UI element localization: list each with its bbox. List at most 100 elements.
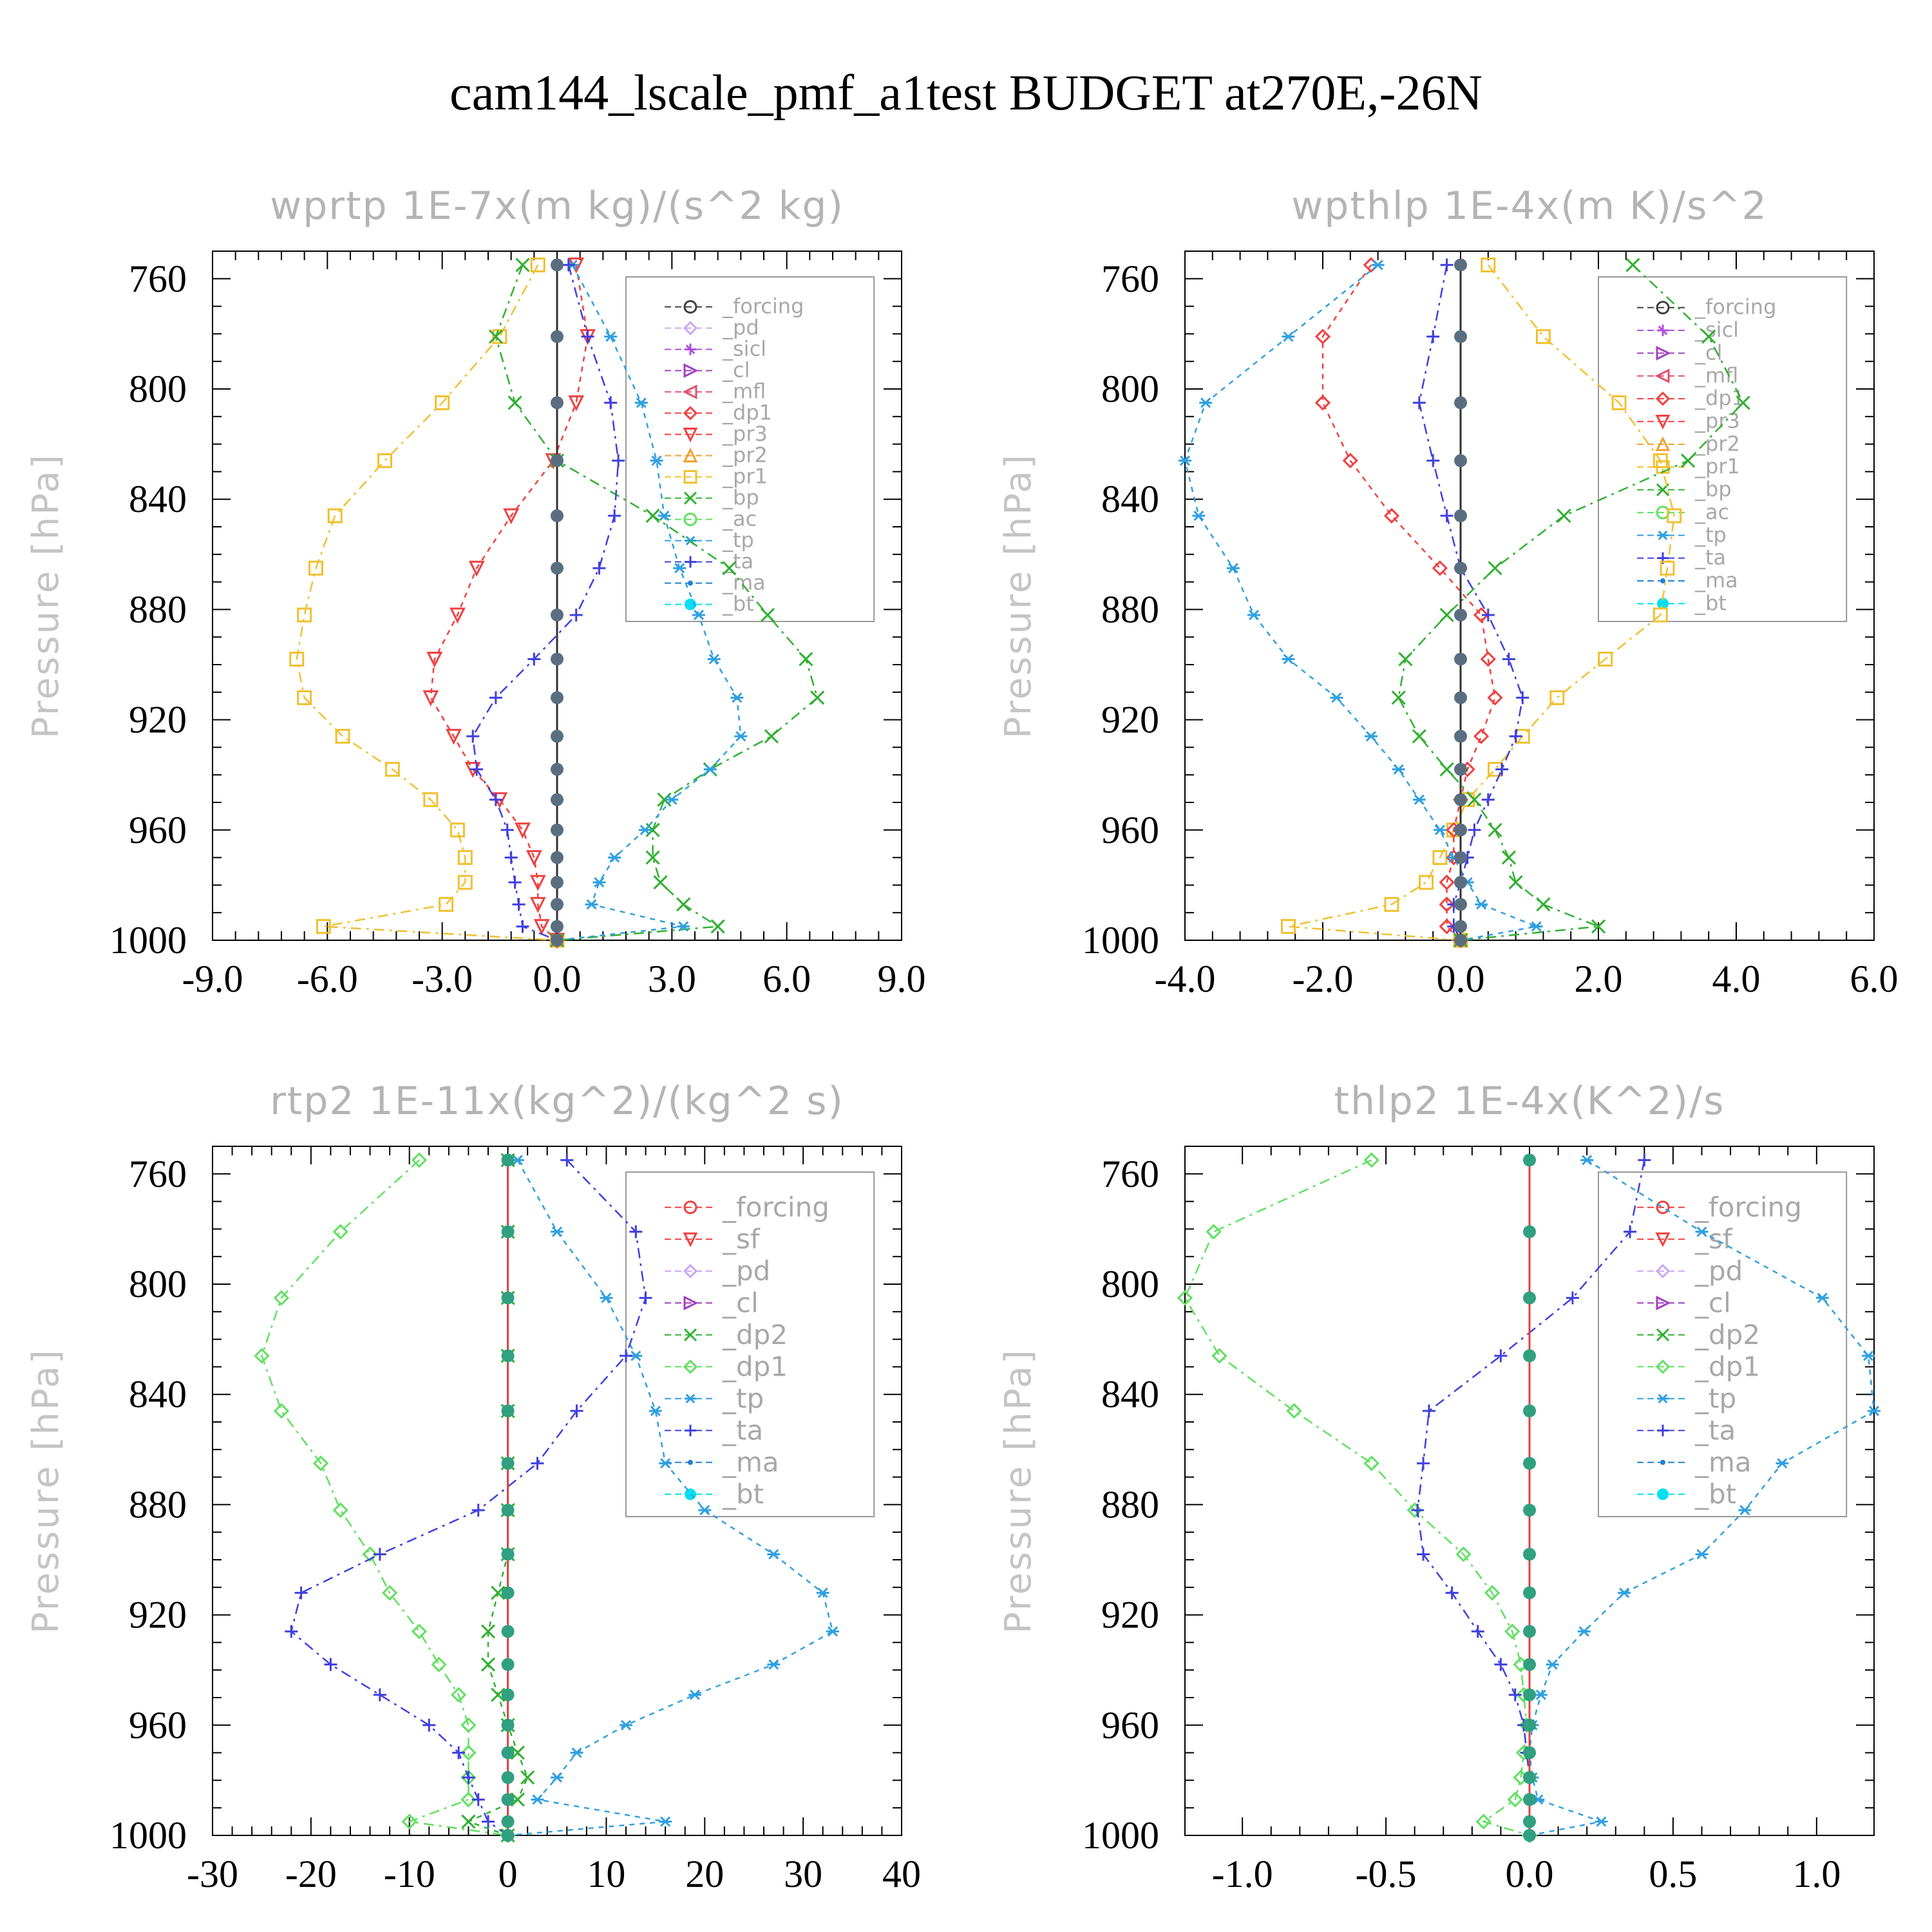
data-point xyxy=(1211,1348,1227,1364)
data-point xyxy=(1199,397,1213,408)
legend-marker xyxy=(1660,1459,1665,1465)
plot-frame xyxy=(1184,251,1875,941)
series-line-ta xyxy=(471,265,620,942)
data-point xyxy=(569,608,583,621)
data-point xyxy=(1591,919,1606,934)
data-point xyxy=(1507,1792,1523,1808)
y-tick-label: 760 xyxy=(129,1153,187,1195)
legend-marker xyxy=(1656,301,1670,315)
data-point xyxy=(1667,508,1682,524)
data-point xyxy=(273,1290,290,1306)
data-point xyxy=(1455,1546,1472,1562)
y-tick-label: 960 xyxy=(1101,1704,1159,1747)
y-tick-label: 840 xyxy=(1101,1373,1159,1416)
legend-entry: _forcing xyxy=(1694,1191,1802,1223)
data-point xyxy=(297,690,312,705)
data-point xyxy=(332,1502,348,1519)
data-point xyxy=(1364,731,1378,742)
y-tick-label: 800 xyxy=(129,1263,187,1305)
data-point xyxy=(501,1404,515,1417)
data-point xyxy=(1286,1403,1302,1419)
data-point xyxy=(1530,921,1543,932)
data-point xyxy=(489,691,502,705)
data-point xyxy=(1738,1504,1752,1516)
data-point xyxy=(1471,1625,1484,1638)
data-point xyxy=(551,652,564,666)
data-point xyxy=(1546,1659,1559,1670)
data-point xyxy=(501,1291,515,1305)
y-tick-label: 1000 xyxy=(109,1814,187,1857)
data-point xyxy=(460,1792,477,1808)
data-point xyxy=(1595,1816,1608,1827)
legend-entry: _bt xyxy=(1694,591,1727,615)
data-point xyxy=(581,330,594,343)
x-tick-label: -6.0 xyxy=(297,958,358,1000)
x-tick-label: 1.0 xyxy=(1792,1853,1841,1895)
data-point xyxy=(649,1405,662,1416)
legend-entry: _tp xyxy=(1694,522,1727,547)
data-point xyxy=(810,690,825,705)
x-tick-label: -20 xyxy=(285,1853,337,1895)
data-point xyxy=(520,1770,535,1785)
legend-marker xyxy=(683,363,699,378)
data-point xyxy=(1625,258,1640,272)
data-point xyxy=(501,1746,515,1759)
data-point xyxy=(1454,562,1467,575)
series-line-pr1 xyxy=(296,264,558,942)
legend-marker xyxy=(685,343,696,355)
legend-marker xyxy=(683,1328,697,1341)
legend-entry: _pr1 xyxy=(722,464,768,489)
data-point xyxy=(1226,563,1240,574)
data-point xyxy=(471,1793,485,1806)
x-tick-label: 20 xyxy=(685,1853,724,1895)
series-line-ta xyxy=(290,1159,647,1837)
data-point xyxy=(1454,652,1467,666)
panel-4: thlp2 1E-4x(K^2)/s Pressure [hPa] 760 800 84… xyxy=(998,1079,1880,1895)
figure-title: cam144_lscale_pmf_a1test BUDGET at270E,-… xyxy=(450,64,1482,120)
data-point xyxy=(1487,690,1503,706)
data-point xyxy=(1536,897,1551,912)
data-point xyxy=(431,1656,447,1672)
data-point xyxy=(1384,896,1399,912)
data-point xyxy=(529,896,546,913)
data-point xyxy=(501,1658,515,1671)
data-point xyxy=(1454,876,1467,889)
data-point xyxy=(1433,824,1446,835)
data-point xyxy=(767,1549,781,1560)
data-point xyxy=(1660,560,1675,576)
y-axis-label: Pressure [hPa] xyxy=(25,453,67,739)
data-point xyxy=(1314,395,1331,411)
data-point xyxy=(1516,691,1530,705)
y-tick-label: 960 xyxy=(129,1704,187,1747)
data-point xyxy=(551,730,564,743)
x-tick-label: 3.0 xyxy=(648,958,696,1000)
legend-entry: _tp xyxy=(722,528,754,553)
data-point xyxy=(460,1745,477,1761)
data-point xyxy=(1638,1153,1651,1167)
data-point xyxy=(570,1404,583,1417)
data-point xyxy=(1454,396,1467,410)
data-point xyxy=(551,562,564,575)
series-line-tp xyxy=(1184,264,1540,942)
data-point xyxy=(489,793,502,806)
data-point xyxy=(562,258,575,272)
legend-entry: _pd xyxy=(1694,1255,1743,1287)
data-point xyxy=(1653,607,1668,623)
data-point xyxy=(1495,762,1509,776)
legend-entry: _dp1 xyxy=(722,1350,788,1382)
legend-entry: _bt xyxy=(1694,1478,1736,1510)
panel-title: thlp2 1E-4x(K^2)/s xyxy=(1334,1079,1725,1124)
data-point xyxy=(551,330,564,343)
data-point xyxy=(457,850,473,866)
legend-entry: _cl xyxy=(1694,1287,1731,1318)
data-point xyxy=(401,1814,417,1830)
data-point xyxy=(1504,1624,1520,1640)
panel-1: wprtp 1E-7x(m kg)/(s^2 kg) Pressure [hPa]… xyxy=(25,184,926,1000)
legend-entry: _dp2 xyxy=(1694,1319,1760,1350)
legend-marker xyxy=(1655,391,1671,406)
x-tick-label: -4.0 xyxy=(1155,958,1216,1000)
data-point xyxy=(1815,1293,1829,1303)
legend-marker xyxy=(685,598,696,611)
data-point xyxy=(551,509,564,522)
legend-marker xyxy=(1660,578,1665,583)
